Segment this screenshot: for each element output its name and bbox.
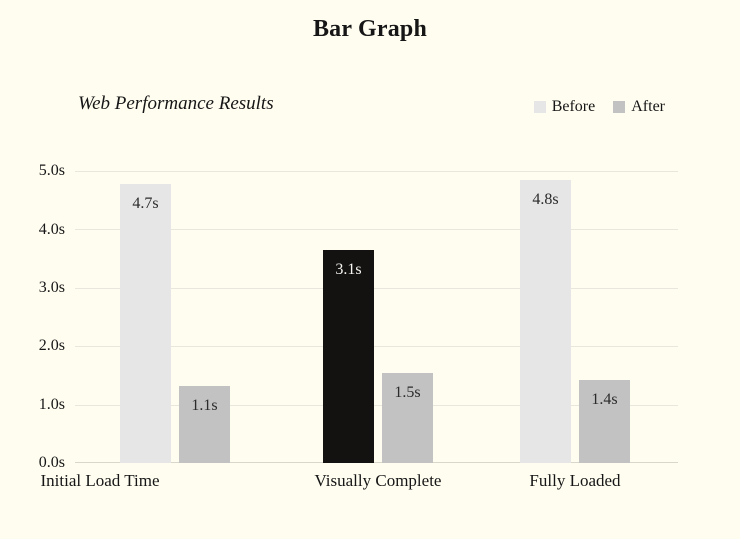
bar-chart: 5.0s 4.0s 3.0s 2.0s 1.0s 0.0s 4.7s 1.1s … xyxy=(0,162,678,490)
bar-value-label: 1.5s xyxy=(394,384,421,401)
bar-before-initial-load-time: 4.7s xyxy=(120,184,171,463)
legend-label-before: Before xyxy=(551,98,596,115)
bar-value-label: 1.4s xyxy=(591,391,618,408)
plot-area: 4.7s 1.1s 3.1s 1.5s 4.8s 1.4s xyxy=(75,171,678,463)
gridline-3s xyxy=(75,288,678,289)
legend-swatch-after-icon xyxy=(613,101,626,113)
bar-after-initial-load-time: 1.1s xyxy=(179,386,230,463)
chart-legend: Before After xyxy=(533,98,665,116)
gridline-1s xyxy=(75,405,678,406)
bar-value-label: 3.1s xyxy=(335,261,362,278)
page-title: Bar Graph xyxy=(312,16,428,42)
x-axis-label-visually-complete: Visually Complete xyxy=(314,471,442,490)
y-axis-tick-3: 3.0s xyxy=(38,279,65,296)
y-axis-tick-1: 1.0s xyxy=(38,396,65,413)
gridline-2s xyxy=(75,346,678,347)
bar-before-visually-complete: 3.1s xyxy=(323,250,374,463)
y-axis: 5.0s 4.0s 3.0s 2.0s 1.0s 0.0s xyxy=(0,162,65,471)
x-axis-label-fully-loaded: Fully Loaded xyxy=(529,471,621,490)
bar-before-fully-loaded: 4.8s xyxy=(520,180,571,463)
bar-value-label: 1.1s xyxy=(191,397,218,414)
x-axis-label-initial-load-time: Initial Load Time xyxy=(40,471,160,490)
gridline-baseline xyxy=(75,462,678,463)
bar-after-fully-loaded: 1.4s xyxy=(579,380,630,463)
legend-swatch-before-icon xyxy=(533,101,546,113)
legend-item-after: After xyxy=(613,98,665,116)
bar-after-visually-complete: 1.5s xyxy=(382,373,433,463)
chart-subtitle: Web Performance Results xyxy=(78,93,274,114)
y-axis-tick-0: 0.0s xyxy=(38,454,65,471)
y-axis-tick-2: 2.0s xyxy=(38,337,65,354)
gridline-4s xyxy=(75,229,678,230)
legend-label-after: After xyxy=(631,98,665,115)
y-axis-tick-5: 5.0s xyxy=(38,162,65,179)
y-axis-tick-4: 4.0s xyxy=(38,221,65,238)
legend-item-before: Before xyxy=(533,98,596,116)
bar-value-label: 4.8s xyxy=(532,191,559,208)
gridline-5s xyxy=(75,171,678,172)
bar-value-label: 4.7s xyxy=(132,195,159,212)
